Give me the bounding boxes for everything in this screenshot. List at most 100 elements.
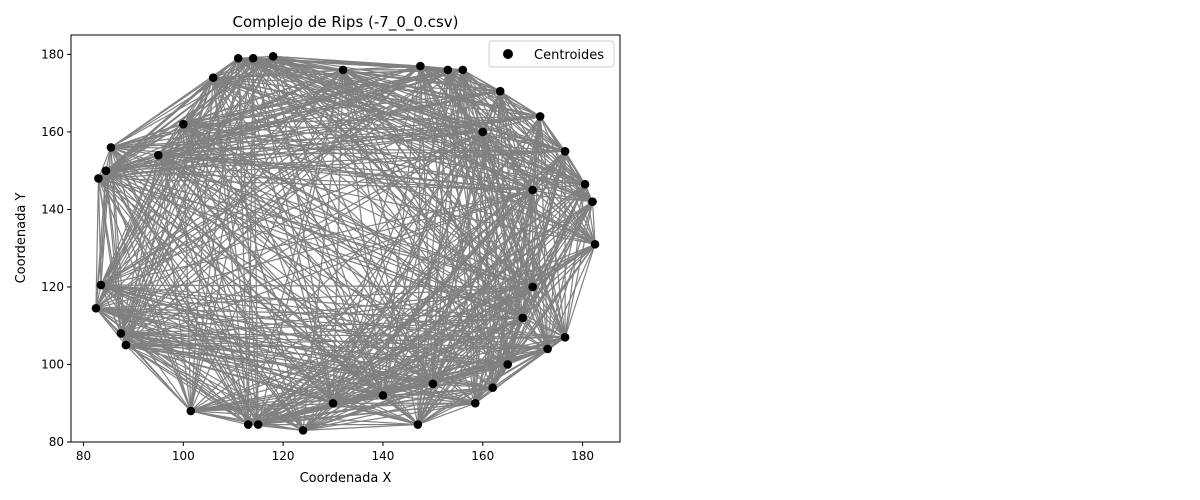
rips-edge bbox=[110, 115, 541, 149]
rips-edge bbox=[95, 307, 523, 319]
rips-edge bbox=[100, 284, 523, 319]
rips-edge bbox=[105, 170, 434, 385]
rips-edge bbox=[532, 183, 586, 191]
rips-edge bbox=[332, 286, 533, 404]
rips-edge bbox=[95, 307, 384, 397]
rips-edge bbox=[110, 146, 533, 288]
rips-edge bbox=[183, 69, 463, 125]
y-tick-label: 120 bbox=[41, 280, 64, 294]
x-axis-ticks: 80 100 120 140 160 180 bbox=[76, 442, 594, 463]
rips-edge bbox=[432, 189, 534, 385]
rips-edge bbox=[120, 332, 476, 404]
rips-edge bbox=[157, 77, 214, 156]
rips-edge bbox=[95, 307, 127, 346]
rips-edge bbox=[462, 69, 484, 133]
rips-edge bbox=[110, 57, 254, 148]
rips-edge bbox=[182, 55, 274, 125]
rips-edge bbox=[183, 90, 501, 125]
rips-edge bbox=[98, 177, 434, 385]
rips-edge bbox=[532, 189, 549, 350]
rips-edge bbox=[382, 189, 534, 396]
y-axis-ticks: 80 100 120 140 160 180 bbox=[41, 47, 71, 449]
rips-edge bbox=[417, 363, 509, 426]
rips-edge bbox=[125, 58, 239, 346]
y-tick-label: 140 bbox=[41, 202, 64, 216]
centroid-point bbox=[478, 127, 488, 137]
rips-edge bbox=[432, 131, 484, 384]
rips-edge bbox=[110, 146, 523, 319]
rips-edge bbox=[332, 363, 508, 404]
rips-edge bbox=[158, 154, 523, 319]
legend: Centroides bbox=[488, 40, 615, 68]
rips-edge bbox=[110, 131, 483, 149]
rips-edge bbox=[482, 131, 534, 288]
rips-edge bbox=[100, 189, 533, 286]
centroid-point bbox=[416, 61, 425, 71]
rips-edge bbox=[95, 307, 192, 412]
rips-edge bbox=[125, 344, 384, 397]
centroid-point bbox=[101, 166, 111, 175]
rips-edge bbox=[100, 69, 449, 286]
rips-edge bbox=[125, 317, 523, 346]
rips-edge bbox=[432, 363, 508, 385]
rips-edge bbox=[332, 402, 419, 426]
x-tick-label: 80 bbox=[76, 449, 91, 463]
rips-edge bbox=[257, 402, 334, 426]
rips-edge bbox=[212, 77, 304, 431]
rips-edge bbox=[499, 90, 541, 117]
rips-edge bbox=[507, 151, 566, 365]
rips-edge bbox=[98, 177, 334, 404]
rips-edge bbox=[213, 77, 596, 245]
y-axis-label: Coordenada Y bbox=[14, 193, 29, 284]
centroid-point bbox=[458, 65, 468, 75]
rips-edge bbox=[182, 123, 509, 365]
rips-edge bbox=[212, 77, 434, 385]
rips-edge bbox=[95, 69, 344, 309]
centroid-point bbox=[96, 280, 106, 290]
centroid-point bbox=[443, 65, 453, 75]
rips-edge bbox=[212, 77, 384, 396]
rips-edge bbox=[382, 317, 523, 397]
rips-edge bbox=[482, 131, 596, 245]
centroid-point bbox=[106, 143, 116, 152]
rips-edge bbox=[125, 189, 533, 346]
rips-edge bbox=[100, 284, 434, 385]
rips-edge bbox=[105, 170, 334, 404]
rips-edge bbox=[95, 307, 122, 334]
rips-edge bbox=[213, 77, 533, 191]
rips-edge bbox=[190, 286, 533, 412]
rips-edge bbox=[247, 201, 593, 426]
rips-edge bbox=[158, 154, 533, 288]
rips-edge bbox=[158, 154, 586, 185]
rips-edge bbox=[417, 286, 534, 425]
rips-edge bbox=[157, 154, 259, 425]
rips-edge bbox=[499, 91, 549, 350]
rips-edge bbox=[98, 131, 483, 180]
rips-edge bbox=[564, 150, 594, 202]
centroid-point bbox=[560, 146, 570, 156]
rips-edge bbox=[482, 131, 593, 203]
rips-edge bbox=[100, 55, 274, 286]
rips-edge bbox=[522, 317, 549, 350]
rips-edge bbox=[522, 317, 566, 338]
rips-edge bbox=[532, 189, 596, 245]
x-tick-label: 120 bbox=[272, 449, 295, 463]
rips-edge bbox=[482, 131, 586, 185]
centroid-point bbox=[488, 383, 498, 393]
rips-edge bbox=[564, 201, 594, 338]
rips-edge bbox=[332, 189, 534, 404]
rips-edge bbox=[110, 146, 384, 396]
rips-edge bbox=[462, 69, 566, 152]
rips-edge bbox=[332, 131, 484, 404]
rips-edge bbox=[183, 123, 533, 191]
rips-edge bbox=[417, 402, 476, 426]
centroid-point bbox=[116, 329, 126, 338]
rips-edge bbox=[482, 131, 549, 350]
rips-edge bbox=[183, 123, 566, 152]
legend-box bbox=[488, 40, 615, 68]
rips-edge bbox=[125, 344, 334, 404]
centroid-point bbox=[91, 303, 101, 313]
rips-edge bbox=[482, 131, 509, 365]
rips-edge bbox=[212, 57, 239, 79]
